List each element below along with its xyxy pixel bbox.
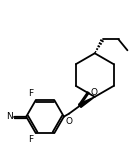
Polygon shape: [79, 97, 95, 108]
Text: O: O: [91, 88, 98, 97]
Text: F: F: [28, 135, 33, 144]
Text: O: O: [65, 117, 72, 126]
Text: N: N: [6, 112, 13, 121]
Text: F: F: [28, 89, 33, 98]
